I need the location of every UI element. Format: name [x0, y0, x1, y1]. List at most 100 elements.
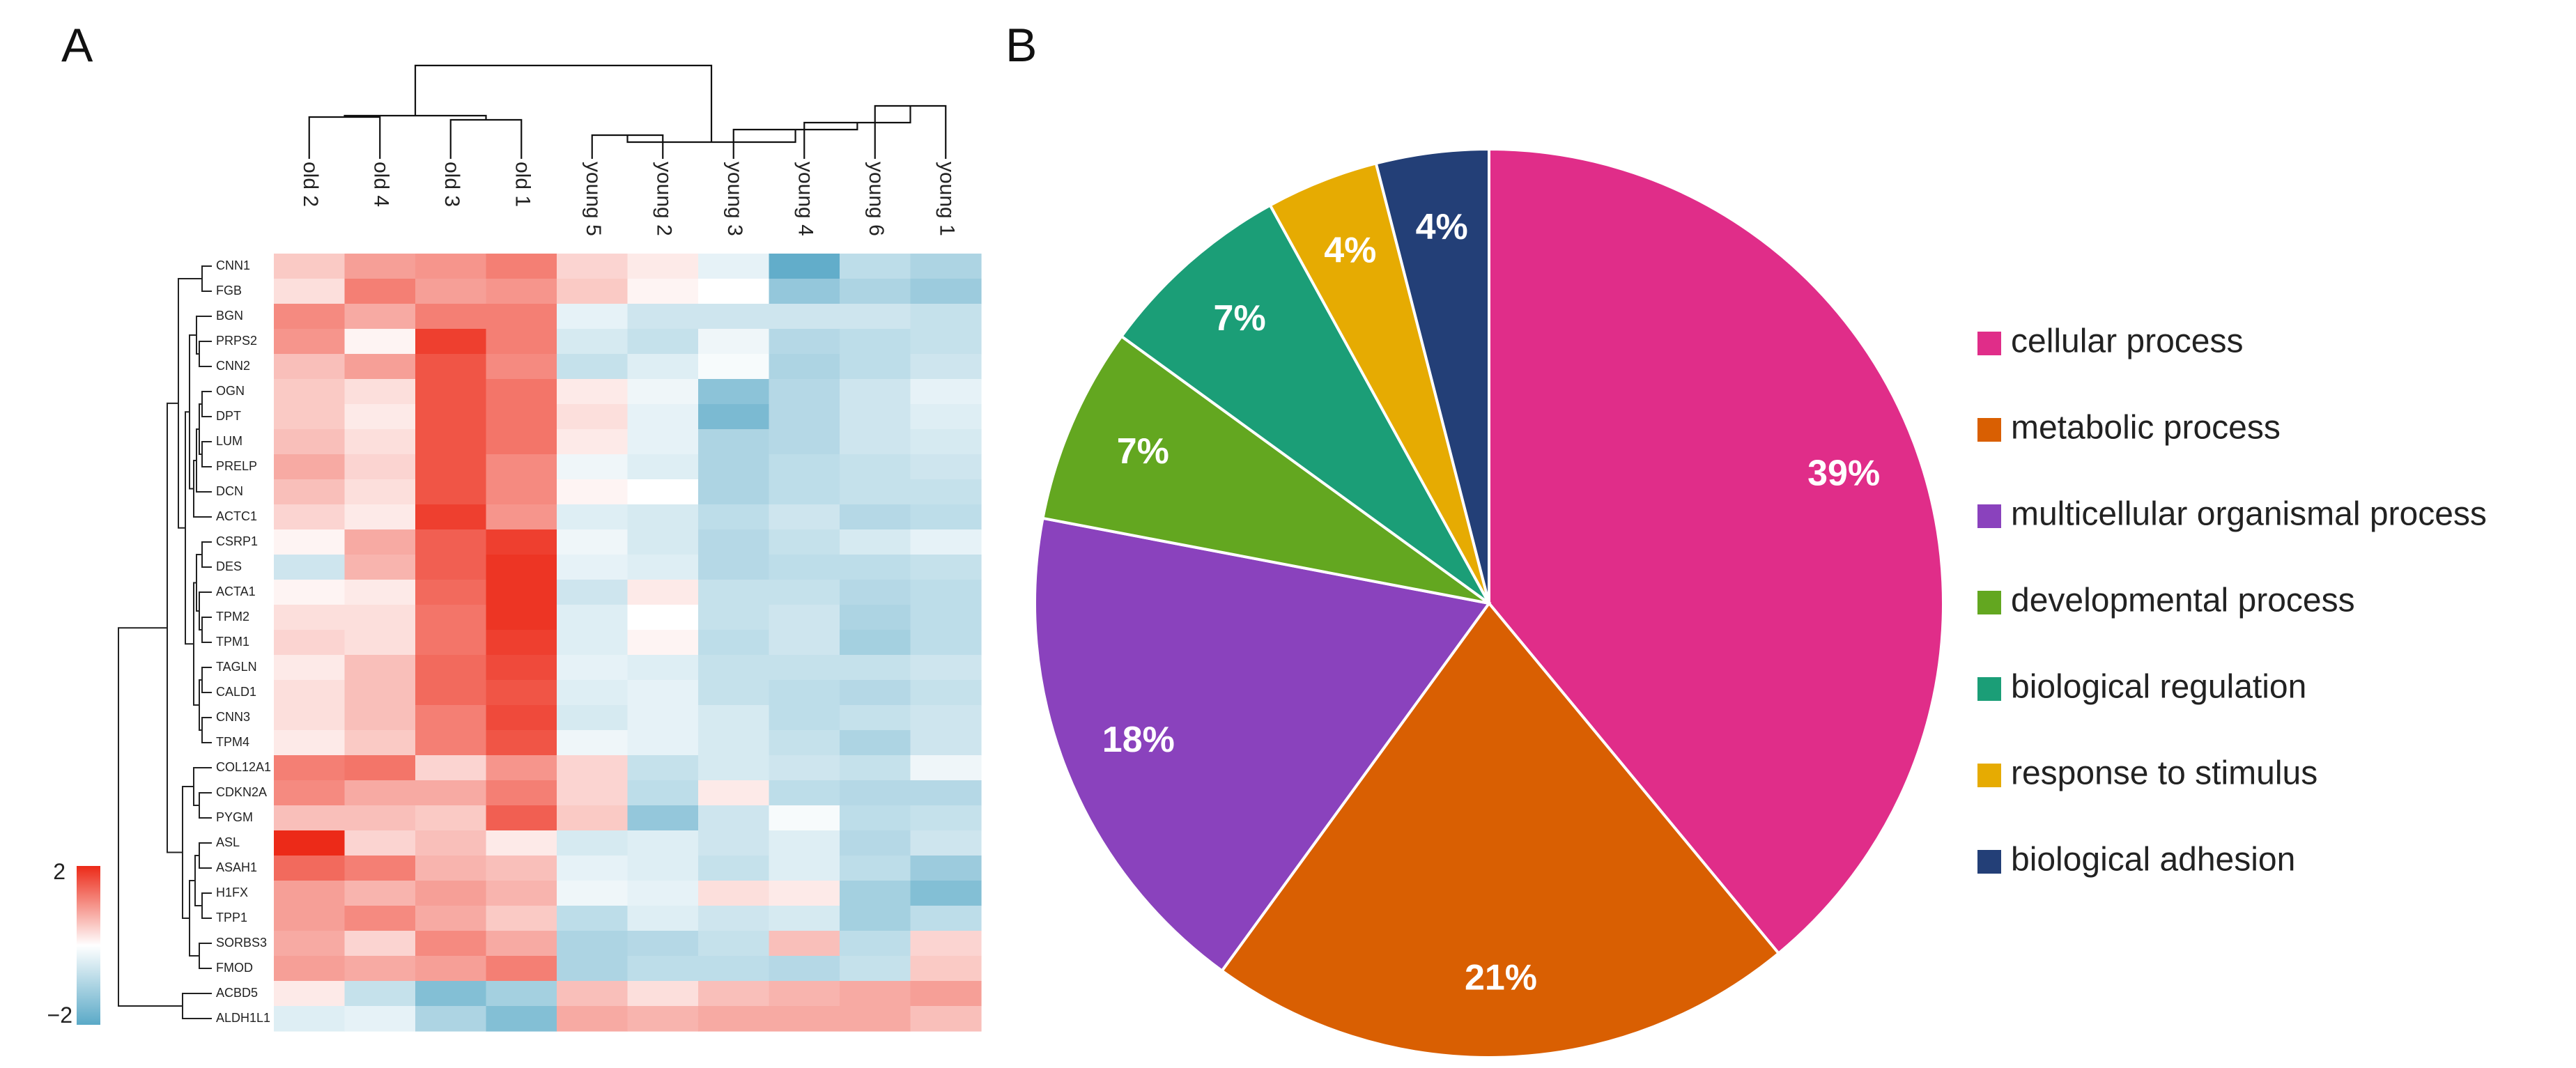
- heatmap-cell: [274, 881, 346, 906]
- heatmap-cell: [698, 680, 770, 706]
- row-label: ASAH1: [216, 860, 257, 874]
- heatmap-cell: [344, 404, 416, 430]
- heatmap-cell: [769, 555, 840, 580]
- heatmap-cell: [698, 780, 770, 806]
- heatmap-cell: [840, 981, 911, 1007]
- heatmap-cell: [274, 379, 346, 405]
- row-label: LUM: [216, 434, 242, 448]
- heatmap-cell: [910, 730, 982, 756]
- heatmap-cell: [557, 329, 628, 355]
- heatmap-cell: [557, 605, 628, 630]
- legend-label: biological regulation: [2011, 669, 2306, 706]
- heatmap-cell: [274, 655, 346, 681]
- heatmap-cell: [274, 479, 346, 505]
- heatmap-cell: [344, 479, 416, 505]
- heatmap-cell: [627, 429, 699, 455]
- heatmap-cell: [415, 580, 487, 605]
- heatmap-cell: [415, 655, 487, 681]
- heatmap-cell: [698, 379, 770, 405]
- heatmap-cell: [769, 956, 840, 982]
- heatmap-cell: [486, 856, 557, 881]
- heatmap-cell: [557, 504, 628, 530]
- heatmap-cell: [769, 529, 840, 555]
- heatmap-cell: [910, 655, 982, 681]
- heatmap-cell: [627, 780, 699, 806]
- heatmap-cell: [344, 504, 416, 530]
- heatmap-cell: [769, 805, 840, 831]
- row-label: CSRP1: [216, 534, 258, 548]
- legend-swatch: [1977, 764, 2001, 787]
- pie-percent-label: 7%: [1214, 298, 1266, 339]
- panel-b-label: B: [1005, 19, 1037, 72]
- heatmap-cell: [557, 906, 628, 931]
- heatmap-cell: [769, 279, 840, 304]
- heatmap-cell: [486, 254, 557, 279]
- pie-slice: [1219, 601, 1781, 1059]
- heatmap-cell: [557, 730, 628, 756]
- heatmap-cell: [840, 805, 911, 831]
- pie-percent-label: 21%: [1465, 958, 1537, 998]
- heatmap-cell: [769, 730, 840, 756]
- row-label: COL12A1: [216, 760, 271, 774]
- heatmap-cell: [415, 279, 487, 304]
- heatmap-cell: [486, 479, 557, 505]
- legend-label: developmental process: [2011, 582, 2355, 619]
- dendrogram-branch: [414, 64, 713, 142]
- heatmap-cell: [698, 329, 770, 355]
- heatmap-cell: [415, 529, 487, 555]
- heatmap-cell: [557, 429, 628, 455]
- heatmap-cell: [274, 705, 346, 731]
- heatmap-cell: [769, 780, 840, 806]
- heatmap-cell: [840, 705, 911, 731]
- heatmap-cell: [698, 730, 770, 756]
- dendrogram-branch: [118, 627, 183, 1007]
- heatmap-cell: [344, 680, 416, 706]
- heatmap-cell: [840, 254, 911, 279]
- heatmap-cell: [910, 304, 982, 330]
- heatmap-cell: [415, 429, 487, 455]
- heatmap-cell: [698, 529, 770, 555]
- dendrogram-branch: [182, 993, 212, 1019]
- heatmap-cell: [486, 956, 557, 982]
- heatmap-cell: [698, 304, 770, 330]
- heatmap-cell: [910, 856, 982, 881]
- heatmap-cell: [627, 1006, 699, 1032]
- heatmap-cell: [344, 705, 416, 731]
- column-dendrogram: [308, 64, 947, 159]
- heatmap-cell: [274, 680, 346, 706]
- heatmap-cell: [769, 856, 840, 881]
- heatmap-cell: [274, 805, 346, 831]
- heatmap-cell: [557, 1006, 628, 1032]
- column-labels: old 2 old 4 old 3 old 1 young 5 young 2 young …: [299, 162, 959, 236]
- heatmap-cell: [769, 404, 840, 430]
- heatmap-cell: [274, 730, 346, 756]
- legend-swatch: [1977, 850, 2001, 874]
- heatmap-cell: [486, 931, 557, 957]
- dendrogram-branch: [182, 786, 194, 919]
- heatmap-cell: [698, 580, 770, 605]
- heatmap-cell: [910, 379, 982, 405]
- heatmap-cell: [627, 254, 699, 279]
- heatmap-cell: [557, 981, 628, 1007]
- heatmap-cell: [840, 655, 911, 681]
- column-label: young 3: [723, 162, 746, 236]
- heatmap-cell: [344, 830, 416, 856]
- heatmap-cell: [486, 354, 557, 380]
- heatmap-cell: [698, 655, 770, 681]
- heatmap-cell: [910, 981, 982, 1007]
- legend-label: biological adhesion: [2011, 842, 2295, 879]
- heatmap-cell: [486, 755, 557, 781]
- row-label: H1FX: [216, 885, 248, 899]
- heatmap-cell: [557, 404, 628, 430]
- heatmap-cell: [344, 429, 416, 455]
- heatmap-cell: [274, 830, 346, 856]
- dendrogram-branch: [449, 118, 523, 159]
- column-label: old 4: [369, 162, 392, 207]
- heatmap-cell: [627, 755, 699, 781]
- heatmap-cell: [627, 655, 699, 681]
- row-label: TAGLN: [216, 660, 257, 674]
- legend-swatch: [1977, 418, 2001, 442]
- dendrogram-branch: [308, 116, 381, 159]
- heatmap-cell: [557, 830, 628, 856]
- heatmap-cell: [769, 580, 840, 605]
